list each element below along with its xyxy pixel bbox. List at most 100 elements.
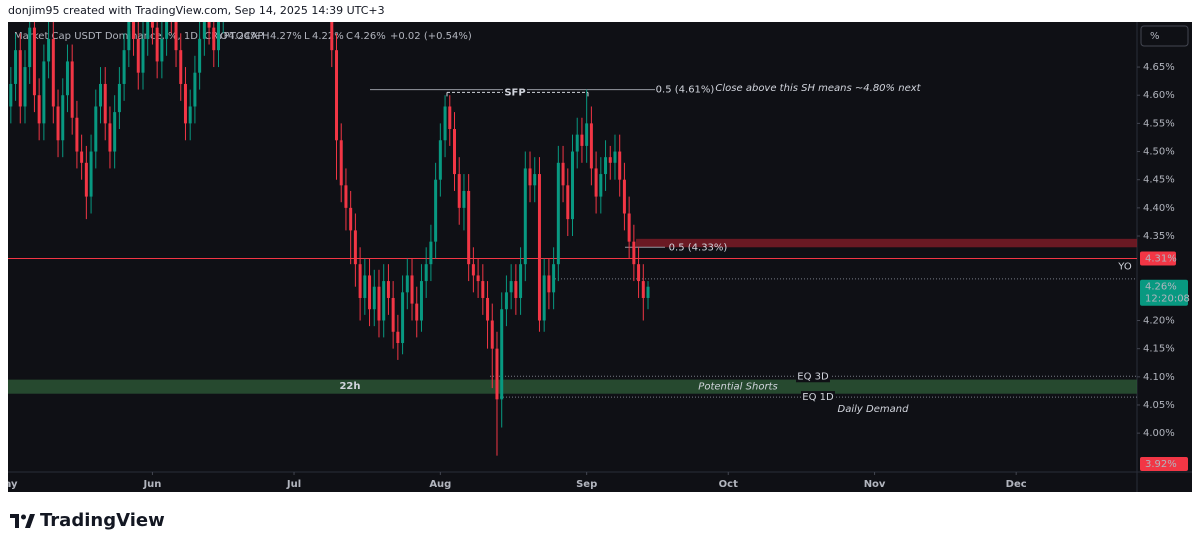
y-tick-label: 4.00% bbox=[1143, 428, 1175, 439]
scale-button-label[interactable]: % bbox=[1150, 31, 1160, 42]
candle-body bbox=[438, 140, 442, 180]
price-tags: 4.31% 4.26%12:20:08 3.92% bbox=[1140, 251, 1190, 471]
candle-body bbox=[113, 112, 117, 152]
x-tick-label: Jun bbox=[142, 479, 161, 490]
price-axis: 4.65% 4.60% 4.55% 4.50% 4.45% 4.40% 4.35% 4.20%… bbox=[1137, 62, 1175, 439]
y-tick-label: 4.40% bbox=[1143, 203, 1175, 214]
level-label: 0.5 (4.33%) bbox=[669, 242, 728, 253]
legend-value: 4.24% bbox=[228, 31, 260, 42]
candle-body bbox=[391, 297, 395, 332]
y-tick-label: 4.60% bbox=[1143, 90, 1175, 101]
candle-body bbox=[353, 230, 357, 265]
candle-body bbox=[330, 22, 334, 51]
candle-body bbox=[646, 286, 650, 298]
y-tick-label: 4.65% bbox=[1143, 62, 1175, 73]
x-tick-label: Jul bbox=[286, 479, 301, 490]
candle-body bbox=[56, 106, 60, 141]
logo-mark bbox=[21, 514, 26, 520]
candle-body bbox=[471, 264, 475, 276]
candle-body bbox=[174, 22, 178, 51]
candle-body bbox=[335, 50, 339, 141]
candle-body bbox=[89, 151, 93, 197]
y-tick-label: 4.15% bbox=[1143, 344, 1175, 355]
level-label: EQ 1D bbox=[802, 392, 834, 403]
candle-body bbox=[594, 168, 598, 197]
candle-body bbox=[627, 213, 631, 242]
candle-body bbox=[552, 264, 556, 293]
candle-body bbox=[486, 297, 490, 321]
candle-body bbox=[500, 309, 504, 400]
candle-body bbox=[533, 174, 537, 186]
y-tick-label: 4.50% bbox=[1143, 147, 1175, 158]
candle-body bbox=[61, 95, 65, 141]
candle-body bbox=[51, 38, 55, 107]
legend-value: 4.27% bbox=[270, 31, 302, 42]
annotation: Close above this SH means ~4.80% next bbox=[715, 83, 921, 94]
candle-body bbox=[401, 292, 405, 344]
candle-body bbox=[443, 106, 447, 141]
scale-button[interactable] bbox=[1140, 25, 1189, 47]
candle-body bbox=[547, 275, 551, 293]
price-tag bbox=[1140, 457, 1188, 471]
y-tick-label: 4.35% bbox=[1143, 231, 1175, 242]
candle-body bbox=[599, 174, 603, 197]
candle-body bbox=[504, 292, 508, 310]
candle-body bbox=[193, 72, 197, 107]
candle-body bbox=[150, 22, 154, 28]
candle-body bbox=[608, 157, 612, 163]
header: donjim95 created with TradingView.com, S… bbox=[8, 4, 385, 17]
candle-body bbox=[146, 22, 150, 39]
legend-change: +0.02 (+0.54%) bbox=[390, 31, 472, 42]
candle-body bbox=[344, 185, 348, 208]
candle-body bbox=[136, 38, 140, 73]
candles bbox=[9, 22, 650, 456]
candle-body bbox=[429, 241, 433, 265]
sfp-label-bg bbox=[503, 86, 527, 99]
candle-body bbox=[476, 275, 480, 282]
candle-body bbox=[537, 174, 541, 321]
candle-body bbox=[481, 281, 485, 298]
level-label-bg bbox=[796, 370, 830, 383]
candle-body bbox=[155, 27, 159, 62]
price-tag-countdown: 12:20:08 bbox=[1145, 294, 1190, 305]
candle-body bbox=[424, 264, 428, 282]
candle-body bbox=[556, 162, 560, 265]
candle-body bbox=[585, 123, 589, 146]
candle-body bbox=[99, 83, 103, 107]
x-tick-label: Dec bbox=[1006, 479, 1027, 490]
zone-label: Potential Shorts bbox=[698, 382, 777, 393]
annotation: 22h bbox=[339, 381, 360, 392]
candle-body bbox=[604, 157, 608, 175]
sfp-label: SFP bbox=[504, 87, 525, 98]
y-tick-label: 4.45% bbox=[1143, 175, 1175, 186]
zone bbox=[8, 379, 1137, 394]
candle-body bbox=[183, 83, 187, 124]
candle-body bbox=[132, 22, 136, 39]
candle-body bbox=[542, 275, 546, 321]
y-tick-label: 4.55% bbox=[1143, 118, 1175, 129]
annotation: Daily Demand bbox=[838, 404, 910, 415]
price-tag bbox=[1140, 251, 1176, 266]
x-tick-label: Sep bbox=[576, 479, 597, 490]
candle-body bbox=[509, 281, 513, 293]
candle-body bbox=[419, 281, 423, 321]
candle-body bbox=[363, 275, 367, 298]
annotations: Potential Shorts 0.5 (4.61%) 0.5 (4.33%) YO… bbox=[339, 83, 1131, 415]
x-tick-label: Aug bbox=[429, 479, 451, 490]
candle-body bbox=[141, 38, 145, 73]
legend-value: 4.26% bbox=[354, 31, 386, 42]
level-label: 0.5 (4.61%) bbox=[656, 85, 715, 96]
candle-body bbox=[386, 281, 390, 298]
y-tick-label: 4.10% bbox=[1143, 372, 1175, 383]
candle-body bbox=[561, 162, 565, 186]
candle-body bbox=[32, 27, 36, 96]
candle-body bbox=[589, 123, 593, 169]
candle-body bbox=[122, 50, 126, 84]
candle-body bbox=[372, 286, 376, 310]
logo-mark bbox=[25, 514, 35, 528]
candle-body bbox=[382, 281, 386, 321]
candle-body bbox=[103, 83, 107, 124]
x-tick-label: Oct bbox=[719, 479, 738, 490]
